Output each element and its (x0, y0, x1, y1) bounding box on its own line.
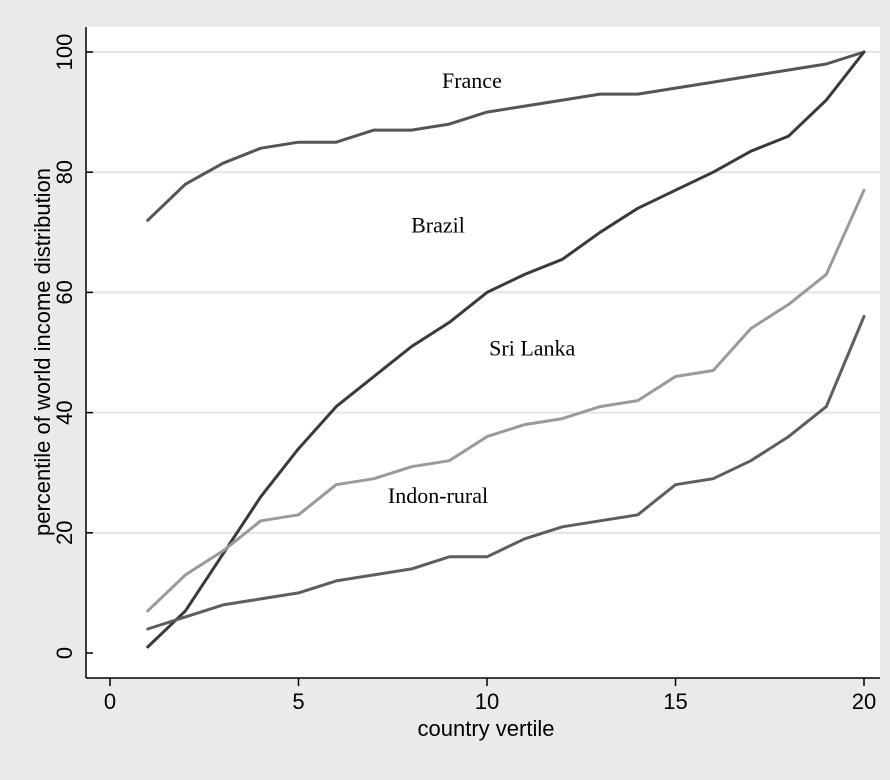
series-labels: France Brazil Sri Lanka Indon-rural (388, 68, 576, 508)
series-line-france (146, 50, 866, 222)
gridlines (86, 51, 880, 534)
plot-area (86, 27, 880, 678)
series-label-indon-rural: Indon-rural (388, 483, 488, 508)
series-line-brazil (146, 50, 866, 649)
series-line-sri-lanka (146, 188, 866, 613)
series-label-france: France (442, 68, 502, 93)
y-tick-label: 40 (52, 400, 77, 424)
axes: 0 20 40 60 80 100 0 5 10 15 20 (52, 27, 880, 714)
x-tick-label: 20 (852, 689, 876, 714)
series-label-brazil: Brazil (411, 212, 465, 237)
x-tick-label: 15 (663, 689, 687, 714)
series-lines (146, 50, 866, 649)
series-label-sri-lanka: Sri Lanka (489, 336, 575, 361)
x-tick-label: 10 (475, 689, 499, 714)
y-tick-label: 60 (52, 280, 77, 304)
y-tick-label: 0 (52, 647, 77, 659)
y-tick-label: 20 (52, 521, 77, 545)
y-axis-title: percentile of world income distribution (30, 168, 55, 536)
x-tick-label: 5 (292, 689, 304, 714)
series-line-indon-rural (146, 314, 866, 631)
x-axis-title: country vertile (418, 716, 555, 741)
x-tick-label: 0 (104, 689, 116, 714)
y-tick-label: 100 (52, 34, 77, 71)
y-tick-label: 80 (52, 160, 77, 184)
